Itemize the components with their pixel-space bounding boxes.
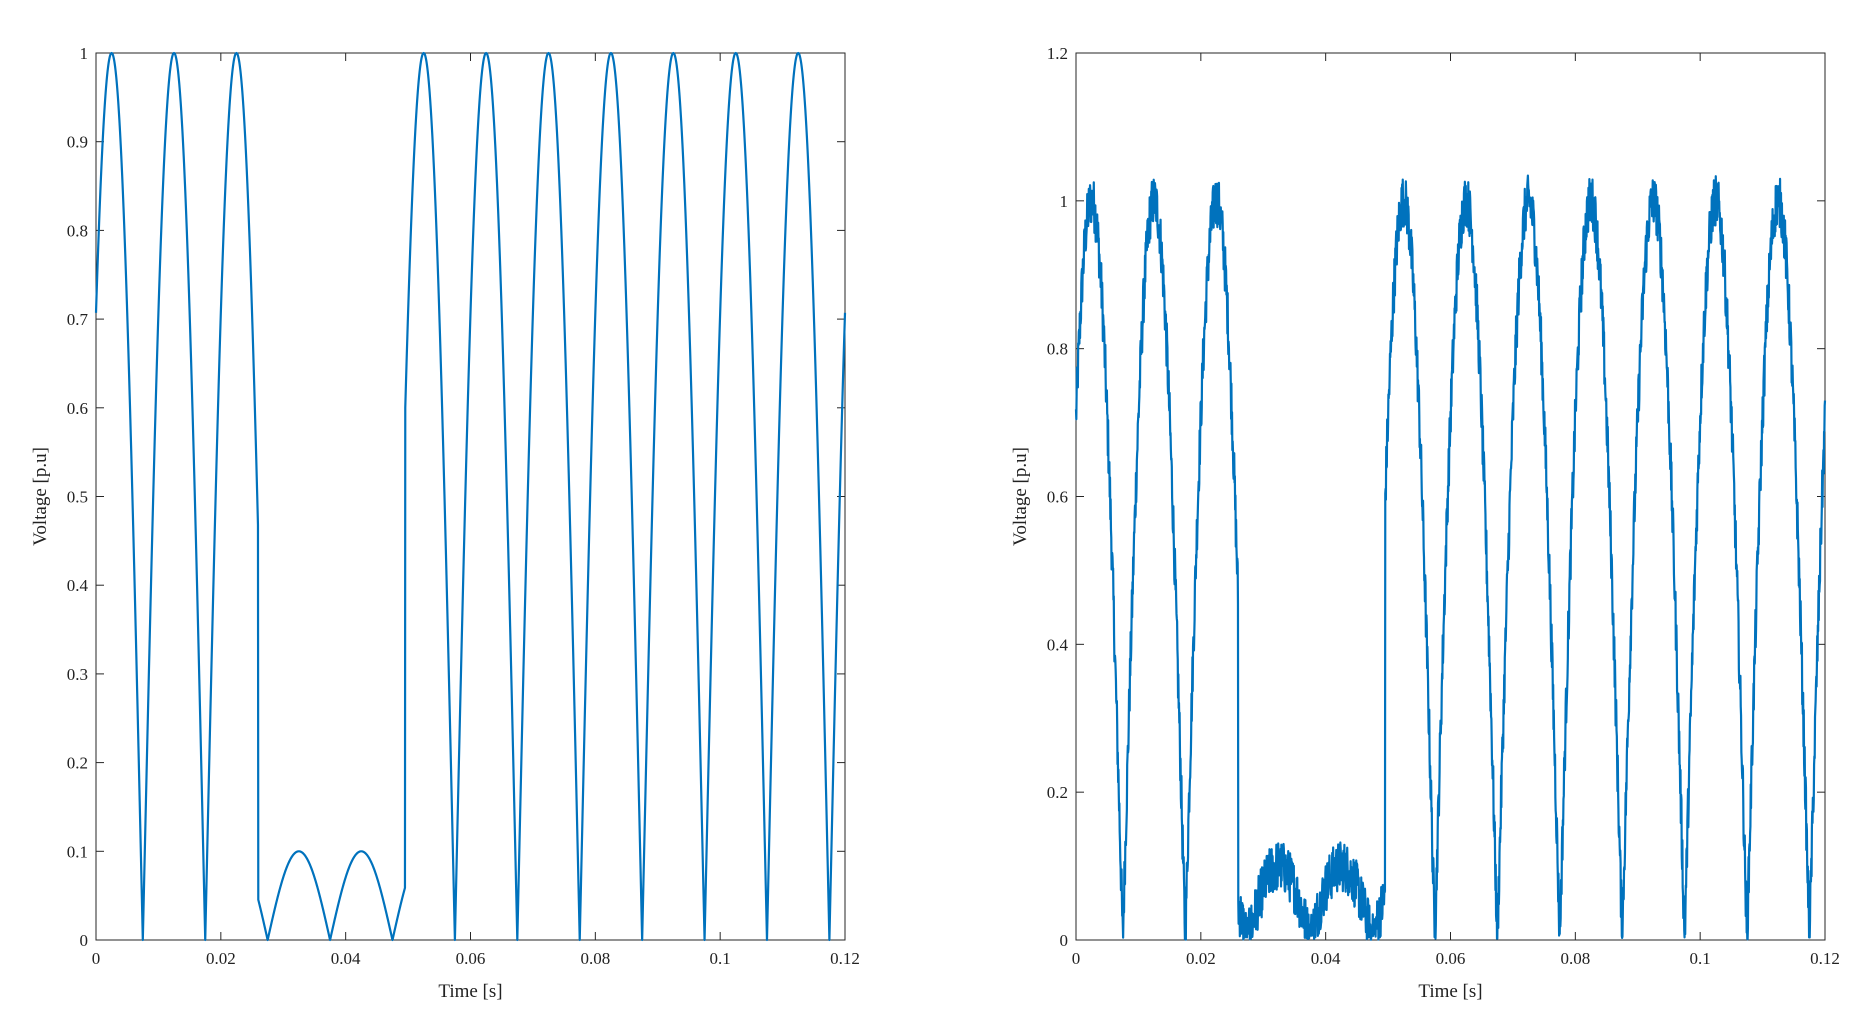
x-tick-label: 0.12 [1810,949,1840,968]
x-tick-label: 0.02 [206,949,236,968]
y-tick-label: 0 [80,931,89,950]
x-tick-label: 0.02 [1186,949,1216,968]
x-tick-label: 0.04 [331,949,361,968]
y-tick-label: 0.2 [67,754,88,773]
y-tick-label: 0.2 [1047,783,1068,802]
y-axis-label: Voltage [p.u] [1010,447,1031,546]
y-tick-label: 0.8 [1047,340,1068,359]
voltage-series-line [94,51,847,942]
y-tick-label: 0.9 [67,133,88,152]
y-tick-label: 1 [1060,192,1069,211]
y-tick-label: 0.8 [67,221,88,240]
voltage-series-line [1074,174,1827,941]
y-tick-label: 0 [1060,931,1069,950]
y-tick-label: 1.2 [1047,44,1068,63]
y-tick-label: 0.3 [67,665,88,684]
x-tick-label: 0.12 [830,949,860,968]
chart-left: 0 0.02 0.04 0.06 0.08 0.1 0.12 0 0.1 0.2 0.3 0.4 0.5… [30,44,860,1002]
x-tick-label: 0 [92,949,101,968]
x-axis-label: Time [s] [1418,981,1482,1002]
x-axis-label: Time [s] [438,981,502,1002]
y-tick-label: 0.7 [67,310,89,329]
y-tick-label: 0.4 [1047,635,1069,654]
y-tick-label: 0.1 [67,842,88,861]
x-tick-label: 0.08 [580,949,610,968]
y-tick-label: 0.4 [67,576,89,595]
chart-right: 0 0.02 0.04 0.06 0.08 0.1 0.12 0 0.2 0.4 0.6 0.8 1 1.… [1010,44,1840,1002]
x-tick-label: 0.06 [1436,949,1466,968]
y-tick-label: 0.6 [67,399,88,418]
y-tick-label: 0.5 [67,488,88,507]
x-tick-label: 0 [1072,949,1081,968]
x-tick-label: 0.06 [456,949,486,968]
x-tick-label: 0.04 [1311,949,1341,968]
y-tick-label: 0.6 [1047,488,1068,507]
x-tick-label: 0.1 [1690,949,1711,968]
x-tick-label: 0.1 [710,949,731,968]
x-tick-label: 0.08 [1560,949,1590,968]
y-axis-label: Voltage [p.u] [30,447,51,546]
y-tick-label: 1 [80,44,89,63]
